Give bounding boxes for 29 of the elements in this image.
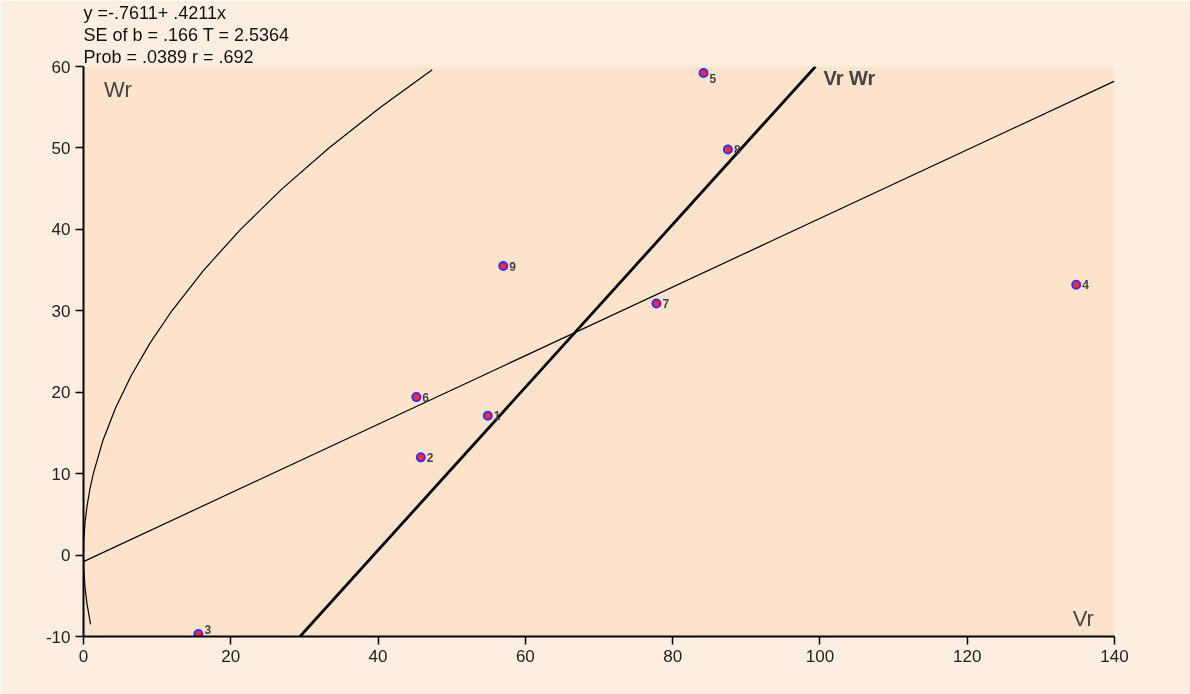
x-tick-label: 100 [805, 646, 835, 666]
annotation: 2 [426, 450, 434, 465]
y-tick-label: 30 [51, 301, 71, 321]
x-tick-label: 80 [663, 646, 683, 666]
y-tick-label: 0 [61, 546, 71, 566]
annotation: Vr Wr [823, 66, 876, 89]
y-tick-label: 50 [51, 138, 71, 158]
text: SE of b = .166 T = 2.5364 [83, 24, 289, 45]
y-tick-label: 60 [51, 57, 71, 77]
annotation: 4 [1082, 278, 1090, 293]
annotation: 3 [204, 622, 212, 637]
x-tick-label: 40 [368, 646, 388, 666]
annotation: 9 [509, 259, 517, 274]
annotation: 6 [422, 390, 430, 405]
y-tick-label: 20 [51, 383, 71, 403]
y-tick-label: 40 [51, 220, 71, 240]
x-tick-label: 20 [221, 646, 241, 666]
y-axis-title: Wr [104, 76, 132, 102]
text: y =-.7611+ .4211x [83, 2, 226, 23]
x-tick-label: 60 [515, 646, 535, 666]
y-tick-label: -10 [45, 627, 71, 647]
x-axis-title: Vr [1072, 605, 1094, 631]
x-tick-label: 0 [78, 646, 89, 666]
annotation: 7 [662, 296, 670, 311]
x-tick-label: 120 [953, 646, 982, 666]
annotation: Prob = .0389 r = .692 [83, 46, 254, 67]
x-tick-label: 140 [1100, 646, 1129, 666]
y-tick-label: 10 [51, 464, 71, 484]
annotation: 5 [709, 71, 717, 86]
